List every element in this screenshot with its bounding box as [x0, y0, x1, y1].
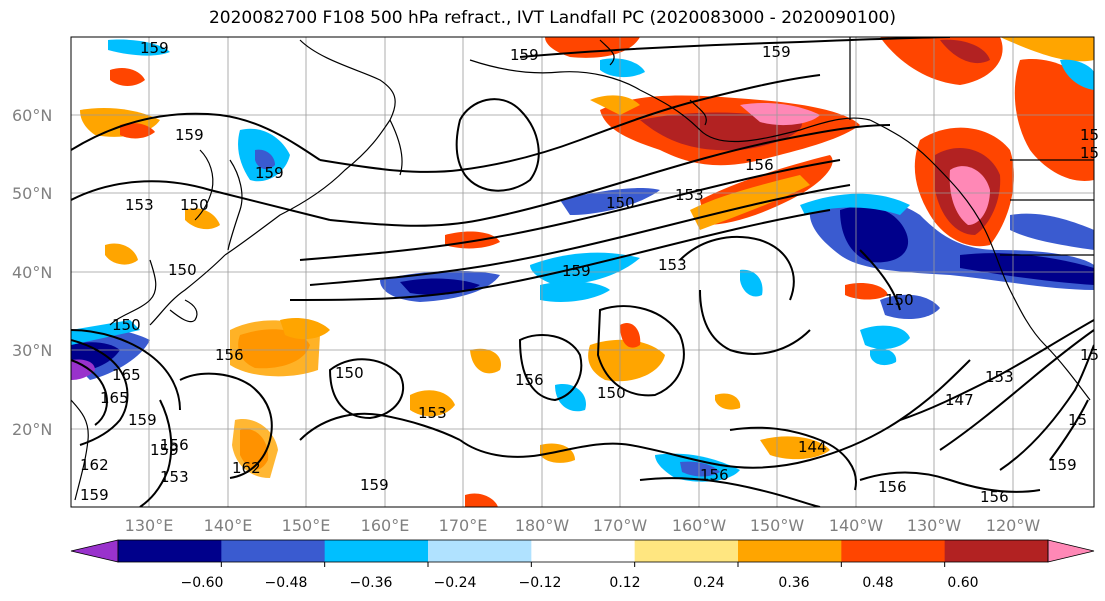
contour-label: 153 — [160, 468, 189, 486]
lon-label: 180°W — [515, 516, 570, 535]
lon-label: 150°E — [282, 516, 331, 535]
colorbar-extend-low — [70, 539, 119, 563]
colorbar-tick-label: −0.36 — [350, 575, 393, 591]
colorbar-segment — [738, 540, 842, 562]
contour-label: 156 — [980, 488, 1009, 506]
contour-label: 144 — [798, 438, 827, 456]
colorbar-tick-label: −0.12 — [519, 575, 562, 591]
contour-label: 165 — [112, 366, 141, 384]
contour-label: 159 — [360, 476, 389, 494]
longitude-labels: 130°E 140°E 150°E 160°E 170°E 180°W 170°… — [125, 516, 1041, 535]
lon-label: 130°E — [125, 516, 174, 535]
lon-label: 170°W — [593, 516, 648, 535]
lon-label: 150°W — [750, 516, 805, 535]
plot-frame — [70, 36, 1095, 508]
contour-label: 153 — [658, 256, 687, 274]
colorbar-segment — [118, 540, 222, 562]
colorbar-tick-label: −0.60 — [181, 575, 224, 591]
graticule — [71, 37, 1094, 507]
contour-label: 15 — [1080, 144, 1099, 162]
lon-label: 130°W — [907, 516, 962, 535]
colorbar-tick-label: −0.48 — [265, 575, 308, 591]
lon-label: 140°W — [829, 516, 884, 535]
contour-label: 150 — [606, 194, 635, 212]
colorbar-tick-label: 0.36 — [778, 575, 809, 591]
colorbar-segment — [944, 540, 1049, 562]
colorbar-segment — [324, 540, 429, 562]
lat-label: 60°N — [12, 106, 52, 125]
contour-label: 159 — [510, 46, 539, 64]
contour-label: 150 — [112, 316, 141, 334]
contour-label: 156 — [515, 371, 544, 389]
contour-label: 15 — [1080, 126, 1099, 144]
contour-label: 159 — [80, 486, 109, 504]
contour-label: 159 — [762, 43, 791, 61]
contour-label: 15 — [1080, 346, 1099, 364]
contour-label: 159 — [150, 441, 179, 459]
lon-label: 170°E — [439, 516, 488, 535]
contour-label: 153 — [675, 186, 704, 204]
contour-label: 150 — [180, 196, 209, 214]
contour-label: 150 — [168, 261, 197, 279]
latitude-labels: 60°N 50°N 40°N 30°N 20°N — [12, 106, 52, 439]
colorbar-tick-labels: −0.60 −0.48 −0.36 −0.24 −0.12 0.12 0.24 … — [181, 575, 979, 591]
refractivity-contours — [71, 37, 1094, 507]
colorbar-tick-label: 0.12 — [609, 575, 640, 591]
contour-label: 159 — [1048, 456, 1077, 474]
colorbar-tick-label: 0.48 — [862, 575, 893, 591]
lat-label: 40°N — [12, 263, 52, 282]
colorbar-extend-high — [1047, 539, 1095, 563]
contour-label: 150 — [597, 384, 626, 402]
contour-label: 150 — [335, 364, 364, 382]
contour-label: 156 — [215, 346, 244, 364]
contour-label: 156 — [745, 156, 774, 174]
ivt-anomaly-fill — [71, 37, 1094, 507]
lat-label: 30°N — [12, 341, 52, 360]
map-title: 2020082700 F108 500 hPa refract., IVT La… — [208, 8, 896, 28]
contour-label: 165 — [100, 389, 129, 407]
lat-label: 20°N — [12, 420, 52, 439]
colorbar — [70, 539, 1095, 567]
contour-label: 153 — [418, 404, 447, 422]
contour-label: 156 — [160, 436, 189, 454]
contour-label: 159 — [175, 126, 204, 144]
colorbar-tick-label: 0.24 — [693, 575, 724, 591]
contour-label: 15 — [1068, 411, 1087, 429]
contour-labels: 159 159 159 159 153 150 150 153 156 150 … — [80, 39, 1099, 506]
lon-label: 140°E — [204, 516, 253, 535]
contour-label: 159 — [140, 39, 169, 57]
colorbar-segment — [221, 540, 326, 562]
lon-label: 160°W — [672, 516, 727, 535]
colorbar-segment — [634, 540, 739, 562]
contour-label: 153 — [125, 196, 154, 214]
contour-label: 153 — [985, 368, 1014, 386]
contour-label: 162 — [232, 459, 261, 477]
contour-label: 147 — [945, 391, 974, 409]
contour-label: 156 — [700, 466, 729, 484]
colorbar-tick-label: −0.24 — [434, 575, 477, 591]
contour-label: 156 — [878, 478, 907, 496]
coastlines — [71, 37, 1094, 501]
contour-label: 162 — [80, 456, 109, 474]
lon-label: 120°W — [986, 516, 1041, 535]
lat-label: 50°N — [12, 184, 52, 203]
colorbar-segment — [841, 540, 946, 562]
contour-label: 159 — [562, 262, 591, 280]
contour-label: 150 — [885, 291, 914, 309]
lon-label: 160°E — [361, 516, 410, 535]
colorbar-segment — [531, 540, 636, 562]
contour-label: 159 — [255, 164, 284, 182]
colorbar-frame — [117, 539, 1049, 563]
contour-label: 159 — [128, 411, 157, 429]
colorbar-tick-label: 0.60 — [947, 575, 978, 591]
colorbar-segment — [428, 540, 532, 562]
